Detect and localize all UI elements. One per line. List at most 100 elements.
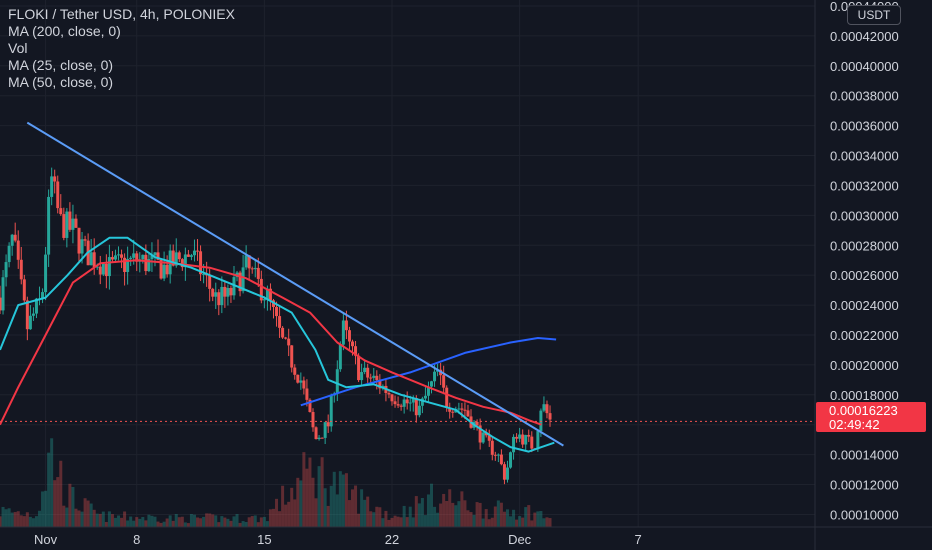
volume-bar: [265, 521, 269, 527]
volume-bar: [360, 489, 364, 527]
candle-body: [19, 259, 23, 280]
volume-bar: [138, 518, 142, 527]
candle-body: [445, 387, 449, 408]
candle-body: [372, 375, 376, 378]
volume-bar: [156, 521, 160, 527]
indicator-ma200-label[interactable]: MA (200, close, 0): [8, 23, 121, 39]
volume-bar: [86, 500, 90, 527]
indicator-vol-label[interactable]: Vol: [8, 40, 28, 56]
volume-bar: [126, 520, 130, 527]
candle-body: [509, 452, 513, 468]
volume-bar: [329, 485, 333, 527]
volume-bar: [430, 483, 434, 527]
candle-body: [192, 250, 196, 256]
candle-body: [129, 257, 133, 259]
volume-bar: [144, 520, 148, 527]
y-tick-label: 0.00020000: [830, 358, 899, 373]
volume-bar: [205, 513, 209, 527]
candle-body: [107, 257, 111, 277]
candle-body: [308, 399, 312, 413]
volume-bar: [384, 510, 388, 527]
candle-body: [13, 234, 17, 241]
y-tick-label: 0.00028000: [830, 238, 899, 253]
candle-body: [83, 239, 87, 241]
volume-bar: [350, 489, 354, 527]
volume-bar: [180, 516, 184, 527]
ma50-line: [0, 259, 542, 426]
candle-body: [524, 434, 528, 445]
candle-body: [378, 380, 382, 389]
y-tick-label: 0.00022000: [830, 328, 899, 343]
x-axis[interactable]: Nov 8 15 22 Dec 7: [0, 526, 932, 547]
candle-body: [311, 412, 315, 428]
candles: [0, 167, 552, 485]
candle-body: [68, 211, 72, 230]
candle-body: [71, 218, 75, 230]
quote-currency-badge[interactable]: USDT: [847, 5, 901, 25]
volume-bar: [496, 500, 500, 527]
volume-bar: [469, 512, 473, 527]
y-axis[interactable]: 0.000100000.000120000.000140000.00016000…: [814, 0, 899, 550]
volume-bar: [259, 517, 263, 527]
candle-body: [162, 264, 166, 279]
volume-bar: [141, 517, 145, 527]
volume-bar: [10, 512, 14, 527]
candle-body: [521, 434, 525, 445]
candle-body: [62, 214, 66, 238]
candle-body: [496, 454, 500, 456]
candle-body: [250, 268, 254, 270]
volume-bar: [19, 515, 23, 527]
candle-body: [363, 367, 367, 373]
candle-body: [430, 381, 434, 387]
volume-bar: [436, 512, 440, 527]
volume-bar: [284, 504, 288, 527]
volume-bar: [83, 498, 87, 527]
candle-body: [253, 267, 257, 270]
candle-body: [104, 263, 108, 277]
candle-body: [238, 272, 242, 292]
volume-bar: [308, 457, 312, 527]
indicator-ma50-label[interactable]: MA (50, close, 0): [8, 74, 114, 90]
candle-body: [159, 259, 163, 279]
volume-bar: [317, 466, 321, 527]
volume-bar: [59, 460, 63, 527]
volume-bar: [414, 496, 418, 527]
volume-bar: [238, 522, 242, 527]
candle-body: [120, 254, 124, 258]
chart-legend: FLOKI / Tether USD, 4h, POLONIEX MA (200…: [8, 6, 235, 91]
volume-bar: [247, 517, 251, 527]
candle-body: [463, 409, 467, 411]
candle-body: [247, 255, 251, 269]
candle-body: [460, 408, 464, 410]
candle-body: [390, 394, 394, 402]
volume-bar: [174, 513, 178, 527]
candle-body: [490, 440, 494, 455]
volume-bar: [448, 489, 452, 527]
volume-bar: [357, 513, 361, 527]
candle-body: [493, 454, 497, 456]
volume-bar: [41, 491, 45, 527]
candle-body: [174, 252, 178, 266]
symbol-title[interactable]: FLOKI / Tether USD, 4h, POLONIEX: [8, 6, 235, 22]
volume-bar: [347, 500, 351, 527]
candle-body: [268, 288, 272, 301]
candle-body: [317, 437, 321, 440]
candle-body: [457, 408, 461, 410]
volume-bar: [278, 511, 282, 527]
candle-body: [28, 315, 32, 330]
volume-bar: [372, 512, 376, 527]
candle-body: [4, 262, 8, 278]
volume-bar: [423, 515, 427, 527]
indicator-ma25-label[interactable]: MA (25, close, 0): [8, 57, 114, 73]
candle-body: [354, 346, 358, 356]
candle-body: [326, 422, 330, 427]
volume-bar: [150, 515, 154, 527]
volume-bar: [363, 499, 367, 527]
volume-bar: [341, 474, 345, 527]
volume-bar: [320, 457, 324, 527]
volume-bar: [16, 511, 20, 527]
volume-bar: [135, 517, 139, 527]
candle-body: [74, 218, 78, 228]
volume-bar: [162, 521, 166, 527]
